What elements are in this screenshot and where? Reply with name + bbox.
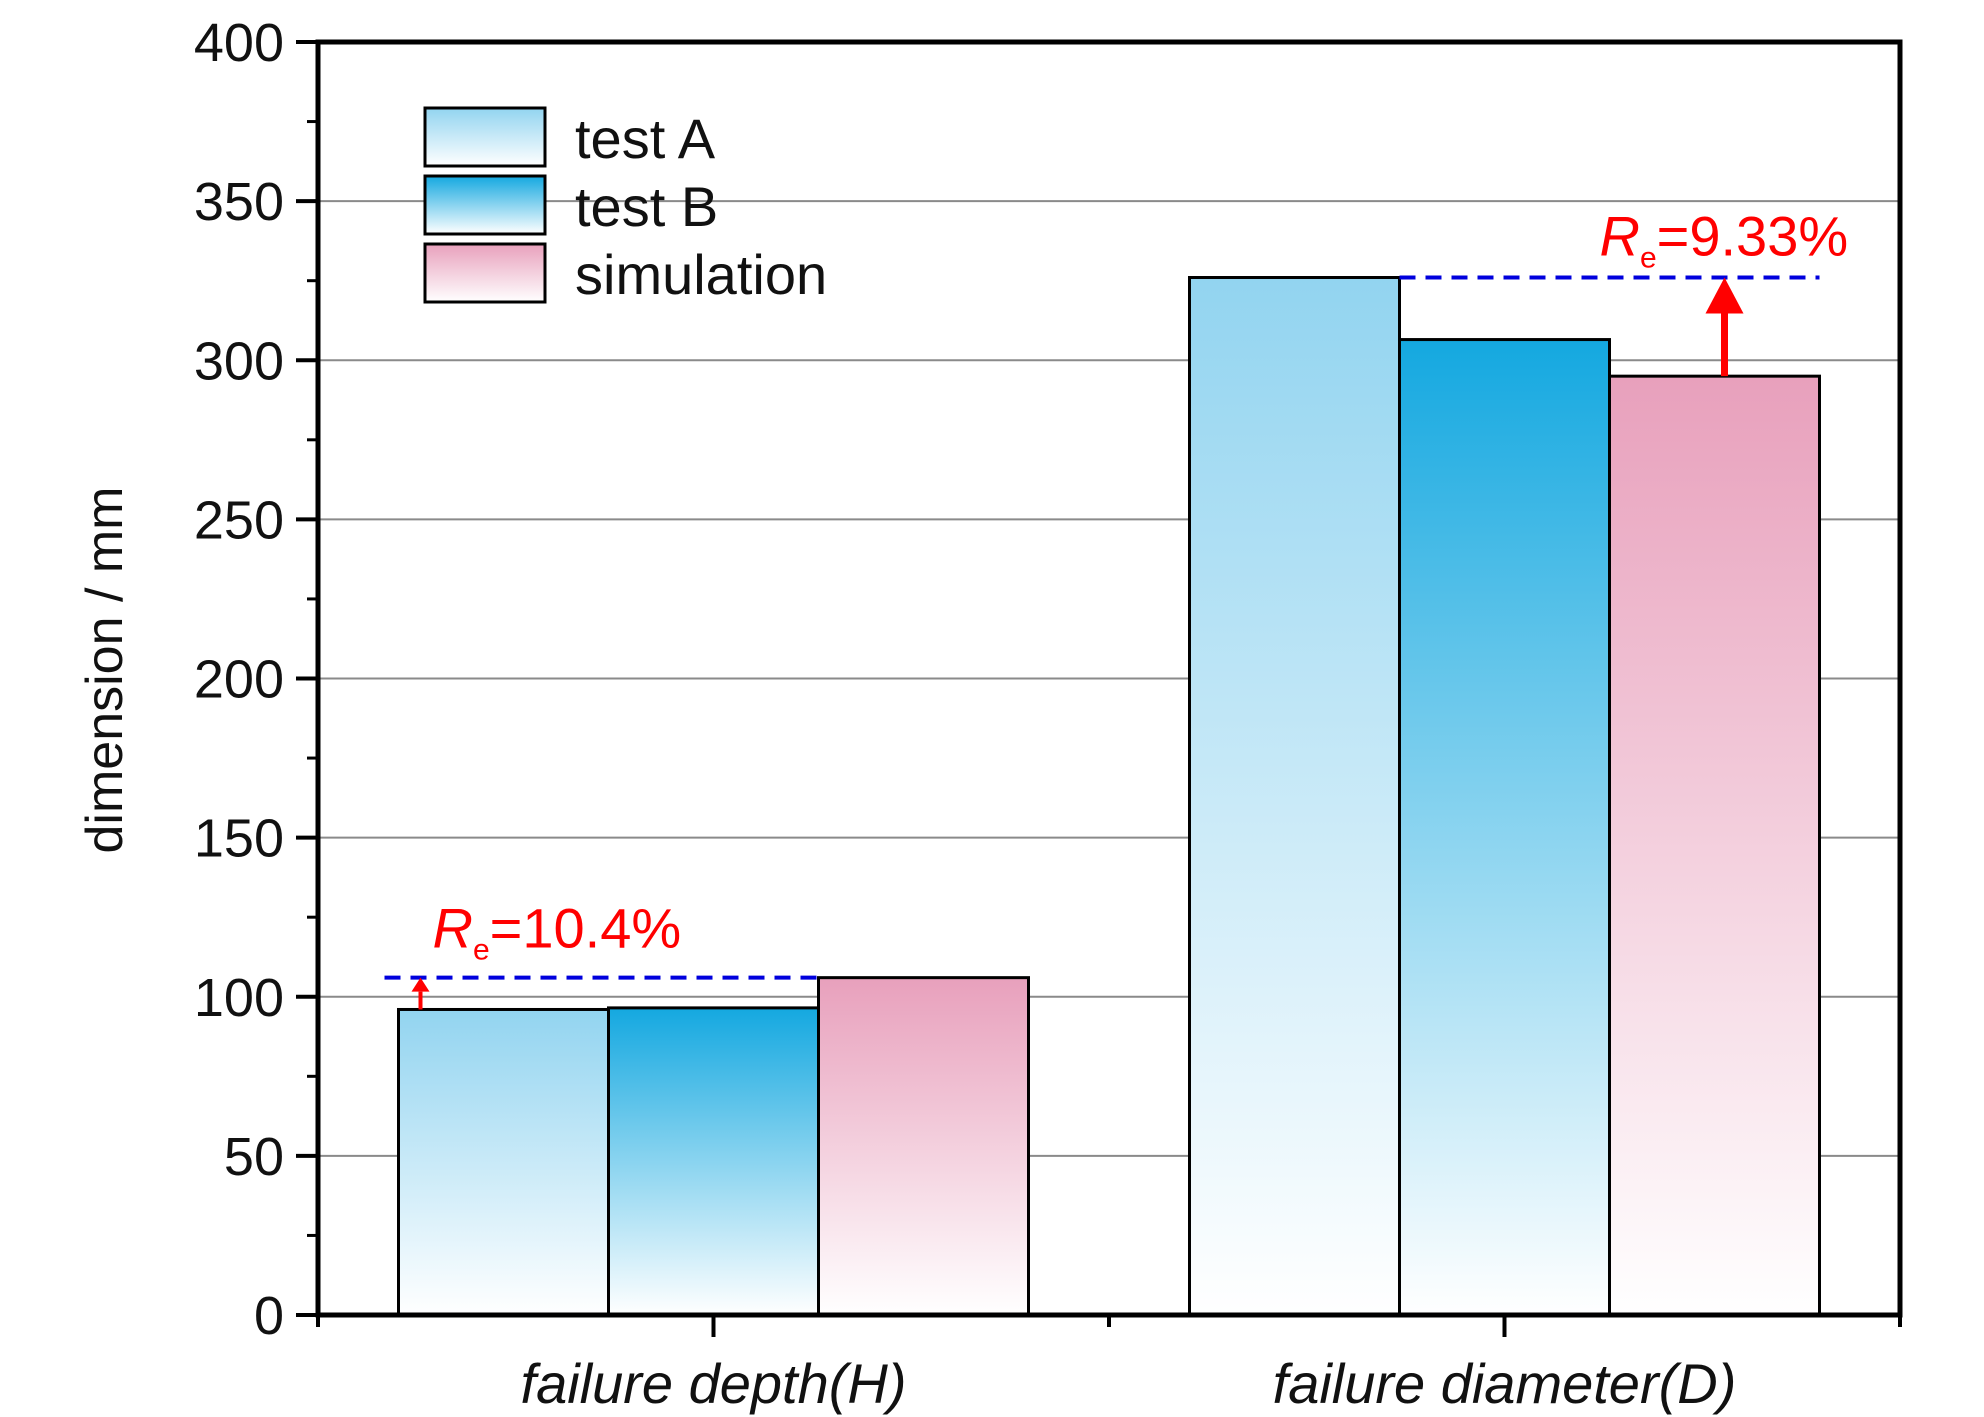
- bar-simulation-0: [817, 976, 1030, 1317]
- y-tick-label: 250: [194, 490, 284, 550]
- x-category-label: failure depth(H): [521, 1352, 907, 1415]
- y-tick-label: 300: [194, 331, 284, 391]
- y-tick-label: 50: [224, 1127, 284, 1187]
- bar-test-a-1: [1188, 276, 1401, 1317]
- x-category-label: failure diameter(D): [1273, 1352, 1737, 1415]
- y-tick-label: 100: [194, 968, 284, 1028]
- legend-label: simulation: [575, 243, 827, 306]
- bar-simulation-1: [1608, 374, 1821, 1317]
- y-tick-label: 150: [194, 809, 284, 869]
- y-axis-title: dimension / mm: [76, 487, 134, 854]
- annotations: Re=10.4% Re=9.33%: [384, 205, 1849, 1010]
- legend-label: test A: [575, 107, 716, 170]
- y-tick-label: 400: [194, 13, 284, 73]
- relative-error-label: Re=10.4%: [433, 897, 682, 967]
- legend-swatch: [423, 174, 547, 236]
- relative-error-label: Re=9.33%: [1600, 205, 1849, 275]
- bars: [397, 276, 1821, 1317]
- y-tick-label: 350: [194, 172, 284, 232]
- legend-swatch: [423, 106, 547, 168]
- bar-test-b-1: [1398, 338, 1611, 1317]
- legend-swatch: [423, 242, 547, 304]
- y-tick-label: 200: [194, 650, 284, 710]
- axes: 0 50 100 150 200 250 300 350 400 failure depth(H)…: [194, 13, 1903, 1415]
- arrow-head: [1705, 277, 1744, 314]
- y-tick-label: 0: [254, 1286, 284, 1346]
- bar-test-b-0: [607, 1006, 820, 1317]
- bar-test-a-0: [397, 1007, 610, 1317]
- arrow-head: [411, 977, 430, 992]
- legend-label: test B: [575, 175, 718, 238]
